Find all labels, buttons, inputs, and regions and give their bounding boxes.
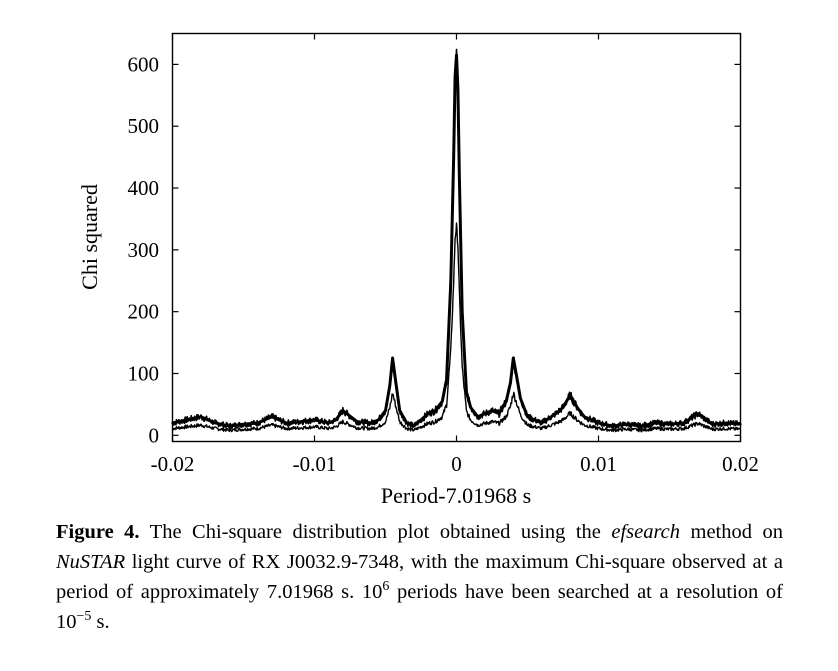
data-point xyxy=(625,422,629,426)
caption-text-3: light curve of RX J0032.9-7348, with the… xyxy=(56,551,783,603)
data-point xyxy=(391,356,394,360)
data-point xyxy=(334,418,337,422)
data-point xyxy=(455,53,458,57)
x-tick-label: 0.02 xyxy=(722,452,759,476)
data-point xyxy=(185,418,188,422)
data-point xyxy=(512,356,515,360)
data-point xyxy=(682,421,685,425)
y-tick-label: 500 xyxy=(128,114,160,138)
data-point xyxy=(668,422,671,426)
data-point xyxy=(554,412,558,415)
data-point xyxy=(419,418,423,422)
y-tick-label: 200 xyxy=(128,300,160,324)
tick-labels: -0.02 -0.01 0 0.01 0.02 0 100 200 300 400 500 600 xyxy=(128,52,759,476)
data-point xyxy=(313,418,316,422)
data-point xyxy=(540,421,543,425)
x-tick-label: 0.01 xyxy=(580,452,617,476)
data-point xyxy=(452,155,455,159)
data-point xyxy=(299,420,302,423)
series-trace-lower xyxy=(172,222,742,433)
y-tick-label: 100 xyxy=(128,362,160,386)
data-point xyxy=(654,421,657,425)
x-tick-label: 0 xyxy=(451,452,462,476)
data-point xyxy=(370,421,373,425)
data-point xyxy=(384,409,387,412)
y-tick-label: 0 xyxy=(149,423,160,447)
caption-instrument: NuSTAR xyxy=(56,551,126,573)
data-point xyxy=(483,412,487,415)
data-point xyxy=(611,424,614,428)
plot-frame xyxy=(171,32,742,443)
x-axis-label: Period-7.01968 s xyxy=(381,483,531,508)
data-point xyxy=(355,420,359,423)
data-point xyxy=(576,406,579,409)
data-point xyxy=(710,422,714,426)
data-point xyxy=(458,174,461,177)
data-point xyxy=(398,409,401,412)
data-point xyxy=(568,393,572,397)
data-point xyxy=(490,409,494,412)
data-point xyxy=(270,415,274,418)
data-point xyxy=(388,384,391,388)
series-layer xyxy=(171,48,742,433)
data-point xyxy=(526,415,529,418)
caption-method: efsearch xyxy=(611,521,681,543)
data-point xyxy=(497,412,501,415)
data-point xyxy=(341,409,345,412)
data-point xyxy=(456,87,460,91)
data-point xyxy=(449,279,453,282)
data-point xyxy=(256,421,259,425)
y-tick-label: 600 xyxy=(128,52,160,76)
data-point xyxy=(469,406,472,409)
data-point xyxy=(394,378,397,381)
data-point xyxy=(505,400,508,403)
data-point xyxy=(284,421,288,425)
data-point xyxy=(213,421,217,425)
axis-ticks xyxy=(171,33,742,442)
data-point xyxy=(405,421,408,425)
series-line xyxy=(172,53,741,428)
caption-exponent-2: −5 xyxy=(76,609,92,625)
y-tick-label: 300 xyxy=(128,238,160,262)
caption-text-2: method on xyxy=(680,521,784,543)
data-point xyxy=(519,397,522,400)
data-point xyxy=(514,372,518,375)
y-axis-label: Chi squared xyxy=(77,184,102,290)
data-point xyxy=(460,310,464,313)
caption-text-4: periods have been searched at a resoluti… xyxy=(56,581,783,633)
caption-text-1: The Chi-square distribution plot obtaine… xyxy=(139,521,612,543)
data-point xyxy=(377,418,380,422)
data-point xyxy=(476,415,479,418)
data-point xyxy=(426,412,430,415)
data-point xyxy=(509,381,512,384)
data-point xyxy=(639,424,643,428)
chi-square-chart: -0.02 -0.01 0 0.01 0.02 0 100 200 300 400 500 600 P… xyxy=(77,32,759,508)
data-point xyxy=(696,412,700,415)
data-point xyxy=(434,409,437,412)
data-point xyxy=(597,421,600,425)
caption-exponent-1: 6 xyxy=(382,579,390,595)
series-trace xyxy=(171,48,742,430)
data-point xyxy=(583,415,586,418)
data-point xyxy=(412,424,416,428)
y-tick-label: 400 xyxy=(128,176,160,200)
data-point xyxy=(242,422,245,426)
data-point xyxy=(445,378,448,381)
caption-text-5: s. xyxy=(91,611,110,633)
data-point xyxy=(725,421,728,425)
data-point xyxy=(199,415,203,418)
data-point xyxy=(561,406,565,409)
x-tick-label: -0.01 xyxy=(293,452,337,476)
caption-label: Figure 4. xyxy=(56,521,140,543)
data-point xyxy=(228,424,231,428)
data-point xyxy=(453,75,457,78)
x-tick-label: -0.02 xyxy=(151,452,195,476)
figure-caption: Figure 4. The Chi-square distribution pl… xyxy=(56,517,783,637)
data-point xyxy=(327,421,330,425)
data-point xyxy=(441,400,444,403)
data-point xyxy=(465,390,468,394)
